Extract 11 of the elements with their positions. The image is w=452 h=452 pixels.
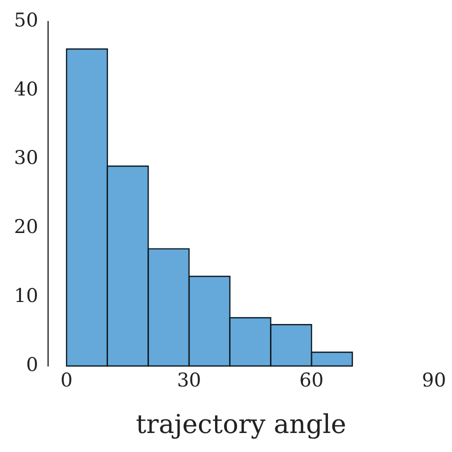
y-tick-label: 50 xyxy=(14,9,38,32)
x-tick-label: 30 xyxy=(176,369,202,392)
y-tick-label: 20 xyxy=(14,216,38,238)
y-tick-label: 30 xyxy=(14,147,38,170)
x-tick-label: 60 xyxy=(299,369,324,392)
y-tick-label: 10 xyxy=(14,285,38,308)
x-axis-title: trajectory angle xyxy=(136,410,346,440)
y-tick-label: 40 xyxy=(14,78,38,100)
y-tick-label: 0 xyxy=(26,354,38,376)
x-tick-label: 0 xyxy=(60,369,73,392)
x-tick-label: 90 xyxy=(422,369,446,392)
